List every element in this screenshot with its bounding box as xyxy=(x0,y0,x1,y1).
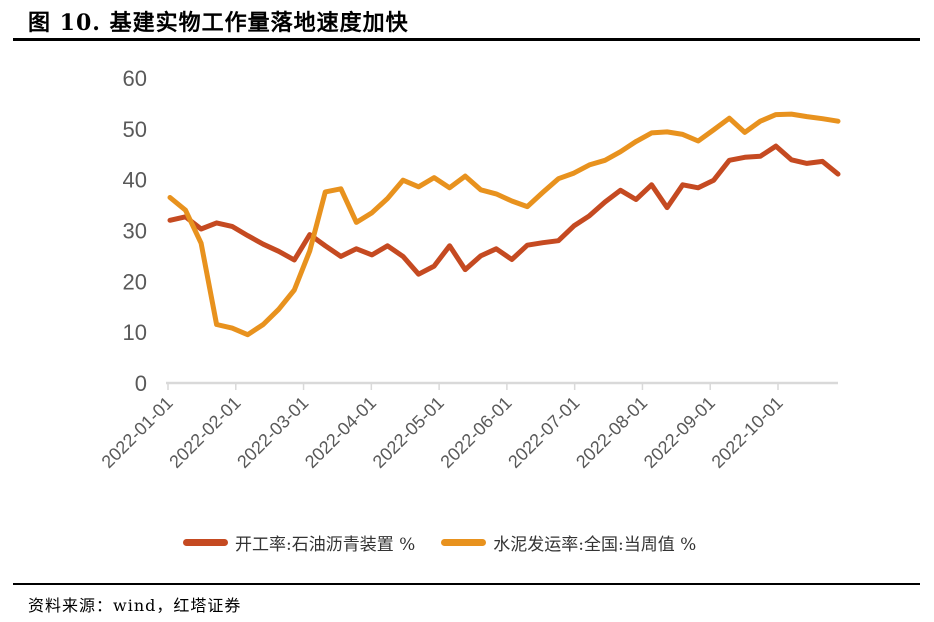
x-tick-label: 2022-10-01 xyxy=(708,393,787,472)
source-note: 资料来源：wind，红塔证券 xyxy=(28,596,242,615)
series2-color-swatch xyxy=(441,539,487,546)
title-rule xyxy=(13,38,920,41)
footer-rule xyxy=(13,583,920,585)
x-tick-labels: 2022-01-012022-02-012022-03-012022-04-01… xyxy=(98,393,787,472)
x-tick-label: 2022-09-01 xyxy=(640,393,719,472)
series-line-1 xyxy=(167,111,841,338)
series-line-0 xyxy=(167,143,841,277)
legend-label-series2: 水泥发运率:全国:当周值 % xyxy=(493,535,697,555)
x-tick-label: 2022-08-01 xyxy=(572,393,651,472)
x-tick-label: 2022-02-01 xyxy=(165,393,244,472)
line-chart: 2022-01-012022-02-012022-03-012022-04-01… xyxy=(98,66,841,472)
y-tick-label: 30 xyxy=(123,219,147,244)
series-lines xyxy=(167,111,841,338)
y-tick-label: 20 xyxy=(123,269,147,294)
y-tick-label: 10 xyxy=(123,320,147,345)
x-tick-label: 2022-06-01 xyxy=(436,393,515,472)
figure-title: 图 10. 基建实物工作量落地速度加快 xyxy=(28,10,409,36)
x-tick-label: 2022-04-01 xyxy=(301,393,380,472)
x-tick-label: 2022-03-01 xyxy=(233,393,312,472)
y-tick-label: 60 xyxy=(123,66,147,91)
x-tick-label: 2022-07-01 xyxy=(504,393,583,472)
y-tick-label: 50 xyxy=(123,117,147,142)
legend-item-cement-dispatch-rate: 水泥发运率:全国:当周值 % xyxy=(441,530,696,555)
x-tick-label: 2022-05-01 xyxy=(369,393,448,472)
legend-item-asphalt-operating-rate: 开工率:石油沥青装置 % xyxy=(183,530,415,555)
x-tick-label: 2022-01-01 xyxy=(98,393,177,472)
x-axis xyxy=(166,381,838,390)
legend-label-series1: 开工率:石油沥青装置 % xyxy=(235,535,416,555)
y-tick-label: 40 xyxy=(123,168,147,193)
series1-color-swatch xyxy=(183,539,228,546)
y-tick-label: 0 xyxy=(135,371,147,396)
chart-legend: 开工率:石油沥青装置 % 水泥发运率:全国:当周值 % xyxy=(183,530,696,555)
y-tick-labels: 0 10 20 30 40 50 60 xyxy=(123,66,147,396)
